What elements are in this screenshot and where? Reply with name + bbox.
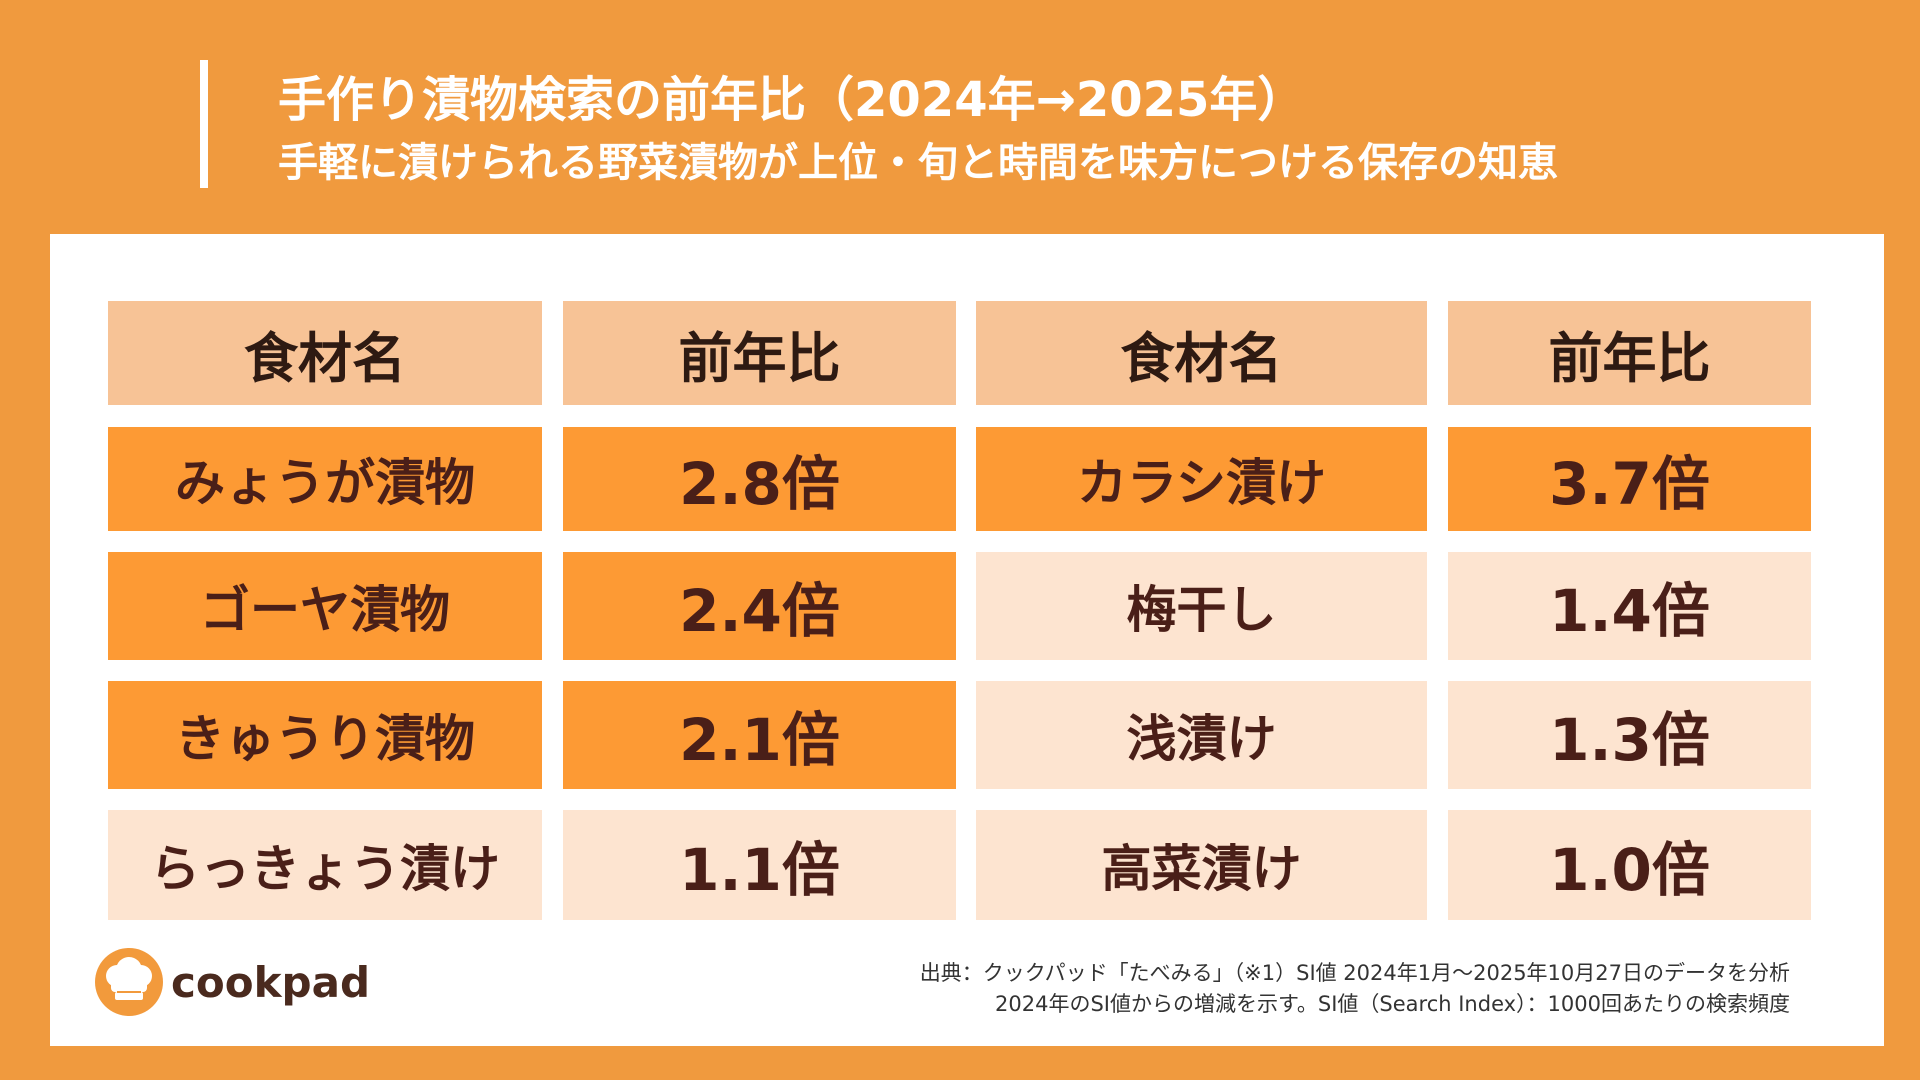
footnote-definition: 2024年のSI値からの増減を示す。SI値（Search Index）：1000…: [995, 992, 1790, 1016]
table-cell-ratio: 2.8倍: [563, 427, 956, 531]
chef-hat-icon: [95, 948, 163, 1016]
header-name-right: 食材名: [976, 301, 1427, 405]
table-cell-ratio: 1.1倍: [563, 810, 956, 920]
cookpad-logo: cookpad: [95, 948, 370, 1016]
header-ratio-right: 前年比: [1448, 301, 1811, 405]
table-cell-ratio: 1.4倍: [1448, 552, 1811, 660]
table-cell-name: カラシ漬け: [976, 427, 1427, 531]
table-cell-name: みょうが漬物: [108, 427, 542, 531]
page-title: 手作り漬物検索の前年比（2024年→2025年）: [278, 72, 1306, 128]
table-cell-name: 浅漬け: [976, 681, 1427, 789]
table-cell-name: 梅干し: [976, 552, 1427, 660]
table-cell-name: らっきょう漬け: [108, 810, 542, 920]
table-cell-ratio: 1.3倍: [1448, 681, 1811, 789]
table-cell-ratio: 1.0倍: [1448, 810, 1811, 920]
table-cell-name: きゅうり漬物: [108, 681, 542, 789]
table-panel: 食材名 前年比 食材名 前年比 みょうが漬物 2.8倍 カラシ漬け 3.7倍 ゴ…: [50, 234, 1884, 1046]
footnote-source: 出典：クックパッド「たべみる」（※1）SI値 2024年1月～2025年10月2…: [919, 961, 1790, 985]
header-name-left: 食材名: [108, 301, 542, 405]
page-subtitle: 手軽に漬けられる野菜漬物が上位・旬と時間を味方につける保存の知恵: [278, 140, 1558, 186]
table-cell-name: 高菜漬け: [976, 810, 1427, 920]
table-cell-ratio: 2.1倍: [563, 681, 956, 789]
table-cell-name: ゴーヤ漬物: [108, 552, 542, 660]
logo-text: cookpad: [171, 957, 371, 1007]
table-cell-ratio: 2.4倍: [563, 552, 956, 660]
table-cell-ratio: 3.7倍: [1448, 427, 1811, 531]
title-accent-bar: [200, 60, 208, 188]
header-ratio-left: 前年比: [563, 301, 956, 405]
